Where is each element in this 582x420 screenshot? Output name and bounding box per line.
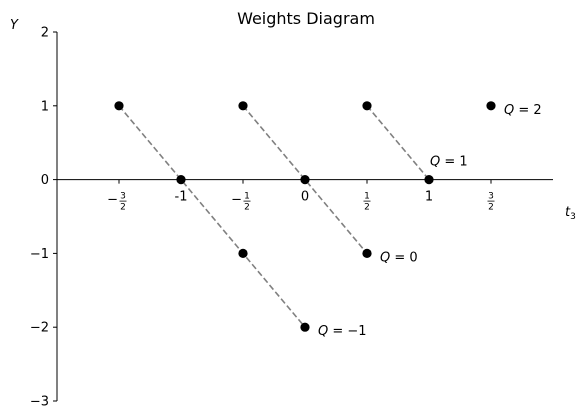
y-tick-label: 0 — [41, 173, 49, 188]
data-point — [362, 248, 372, 258]
svg-text:2: 2 — [120, 203, 126, 213]
y-tick-label: −3 — [30, 395, 49, 410]
svg-text:3: 3 — [120, 192, 126, 202]
dashed-line — [118, 105, 306, 328]
svg-text:2: 2 — [244, 203, 250, 213]
x-tick-label: 12 — [363, 192, 371, 213]
data-point — [424, 175, 434, 185]
y-axis-label: Y — [10, 18, 19, 33]
svg-text:2: 2 — [364, 203, 370, 213]
data-point — [176, 175, 186, 185]
series-lines — [118, 105, 430, 328]
q-annotation: Q = 1 — [430, 155, 468, 170]
q-annotation: Q = 2 — [504, 103, 542, 118]
data-point — [114, 101, 124, 111]
x-tick-label: 0 — [301, 190, 309, 205]
dashed-line — [242, 105, 368, 254]
data-point — [300, 175, 310, 185]
data-points — [114, 101, 496, 332]
y-tick-label: −2 — [30, 321, 49, 336]
dashed-line — [366, 105, 430, 181]
x-tick-label: -1 — [175, 190, 188, 205]
x-axis-label: t3 — [565, 205, 576, 222]
data-point — [486, 101, 496, 111]
axes — [56, 32, 553, 401]
data-point — [300, 322, 310, 332]
y-tick-label: 1 — [41, 99, 49, 114]
data-point — [362, 101, 372, 111]
svg-text:1: 1 — [364, 192, 370, 202]
data-point — [238, 101, 248, 111]
svg-text:3: 3 — [488, 192, 494, 202]
y-ticks: 2 1 0 −1 −2 −3 — [30, 26, 57, 410]
x-tick-label: 1 — [425, 190, 433, 205]
svg-text:2: 2 — [488, 203, 494, 213]
svg-text:−: − — [107, 193, 118, 208]
x-tick-label: −12 — [231, 192, 251, 213]
data-point — [238, 248, 248, 258]
svg-text:1: 1 — [244, 192, 250, 202]
y-tick-label: −1 — [30, 247, 49, 262]
svg-text:−: − — [231, 193, 242, 208]
chart-title: Weights Diagram — [237, 9, 375, 28]
x-tick-label: −32 — [107, 192, 127, 213]
q-annotation: Q = −1 — [318, 324, 367, 339]
q-annotation: Q = 0 — [380, 250, 418, 265]
x-ticks: −32-1−120 121 32 — [107, 179, 495, 213]
x-tick-label: 32 — [487, 192, 495, 213]
annotations: Q = 2 Q = 1 Q = 0 Q = −1 — [318, 103, 542, 339]
y-tick-label: 2 — [41, 26, 49, 41]
